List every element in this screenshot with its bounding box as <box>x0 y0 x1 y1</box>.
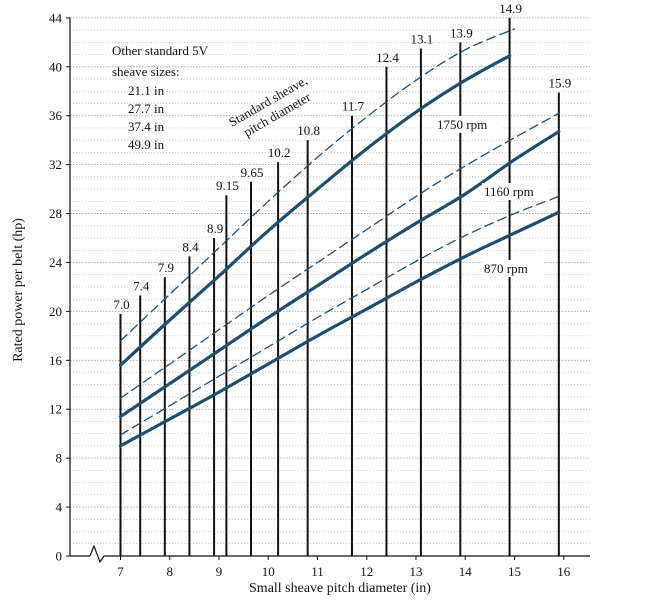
y-tick-label: 32 <box>49 157 62 172</box>
sheave-label: 13.1 <box>411 31 434 46</box>
x-tick-label: 12 <box>360 564 373 579</box>
x-tick-label: 7 <box>117 564 124 579</box>
y-tick-label: 4 <box>56 500 63 515</box>
sheave-label: 7.0 <box>113 297 129 312</box>
x-tick-label: 16 <box>557 564 571 579</box>
x-tick-label: 13 <box>410 564 423 579</box>
axis-break-mark <box>89 544 105 564</box>
x-tick-label: 9 <box>216 564 223 579</box>
note-size-2: 27.7 in <box>128 101 165 116</box>
note-title-line1: Other standard 5V <box>112 43 209 58</box>
curve-1750-rpm-upper <box>119 28 516 342</box>
x-tick-label: 10 <box>262 564 275 579</box>
sheave-label: 7.4 <box>133 279 150 294</box>
power-curves <box>118 28 561 448</box>
curve-1160-rpm <box>118 130 561 419</box>
curve-label-1750-rpm: 1750 rpm <box>437 117 487 132</box>
sheave-label: 14.9 <box>499 1 522 16</box>
note-title-line2: sheave sizes: <box>112 64 180 79</box>
y-tick-label: 8 <box>56 451 63 466</box>
tick-labels: 0 4 8 12 16 20 24 28 32 36 40 44 7 8 9 10 11 12 13 14 15 16 <box>49 10 571 579</box>
curve-1750-rpm <box>118 54 512 367</box>
y-tick-label: 20 <box>49 304 62 319</box>
curve-1160-rpm-upper <box>119 112 560 399</box>
y-tick-label: 24 <box>49 255 63 270</box>
x-tick-label: 8 <box>167 564 174 579</box>
sheave-label: 10.8 <box>297 123 320 138</box>
label-bg-1750 <box>434 116 502 133</box>
x-axis-title: Small sheave pitch diameter (in) <box>249 581 431 596</box>
x-tick-label: 11 <box>311 564 324 579</box>
y-tick-label: 40 <box>49 59 62 74</box>
label-bg-870 <box>482 260 544 277</box>
y-tick-label: 12 <box>49 402 62 417</box>
sheave-label: 7.9 <box>158 260 174 275</box>
note-size-4: 49.9 in <box>128 137 165 152</box>
sheave-labels: 7.0 7.4 7.9 8.4 8.9 9.159.65 10.2 10.8 11.7 12.4 1… <box>113 1 571 312</box>
x-tick-label: 15 <box>508 564 521 579</box>
axes <box>69 18 590 564</box>
label-bg-1160 <box>482 183 550 200</box>
sheave-label: 10.2 <box>268 145 291 160</box>
y-tick-label: 16 <box>49 353 63 368</box>
y-axis-title: Rated power per belt (hp) <box>11 218 26 362</box>
sheave-label: 11.7 <box>342 99 365 114</box>
sheave-label: 8.9 <box>207 221 223 236</box>
y-tick-label: 36 <box>49 108 63 123</box>
curve-label-1160-rpm: 1160 rpm <box>484 184 534 199</box>
curve-870-rpm <box>118 210 561 448</box>
sheave-label: 12.4 <box>376 50 399 65</box>
y-tick-label: 28 <box>49 206 62 221</box>
sheave-label: 9.15 <box>216 178 239 193</box>
sheave-label: 9.65 <box>241 165 264 180</box>
other-sheave-sizes-note: Other standard 5V sheave sizes: 21.1 in … <box>112 43 209 152</box>
curve-870-rpm-upper <box>119 195 560 436</box>
sheave-label: 13.9 <box>450 25 473 40</box>
sheave-label: 15.9 <box>548 75 571 90</box>
x-tick-label: 14 <box>459 564 473 579</box>
note-size-3: 37.4 in <box>128 119 165 134</box>
note-size-1: 21.1 in <box>128 83 165 98</box>
curve-label-870-rpm: 870 rpm <box>484 261 528 276</box>
y-tick-label: 44 <box>49 10 63 25</box>
y-tick-label: 0 <box>56 549 63 564</box>
sheave-label: 8.4 <box>182 239 199 254</box>
